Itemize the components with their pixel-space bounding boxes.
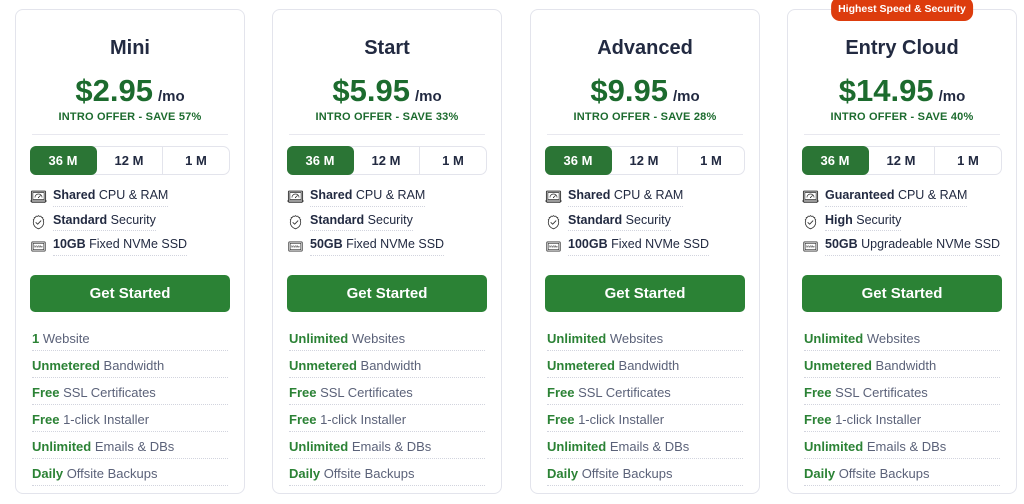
svg-text:NVMe: NVMe [549, 245, 558, 249]
svg-text:NVMe: NVMe [34, 245, 43, 249]
svg-text:NVMe: NVMe [806, 245, 815, 249]
svg-text:NVMe: NVMe [291, 245, 300, 249]
